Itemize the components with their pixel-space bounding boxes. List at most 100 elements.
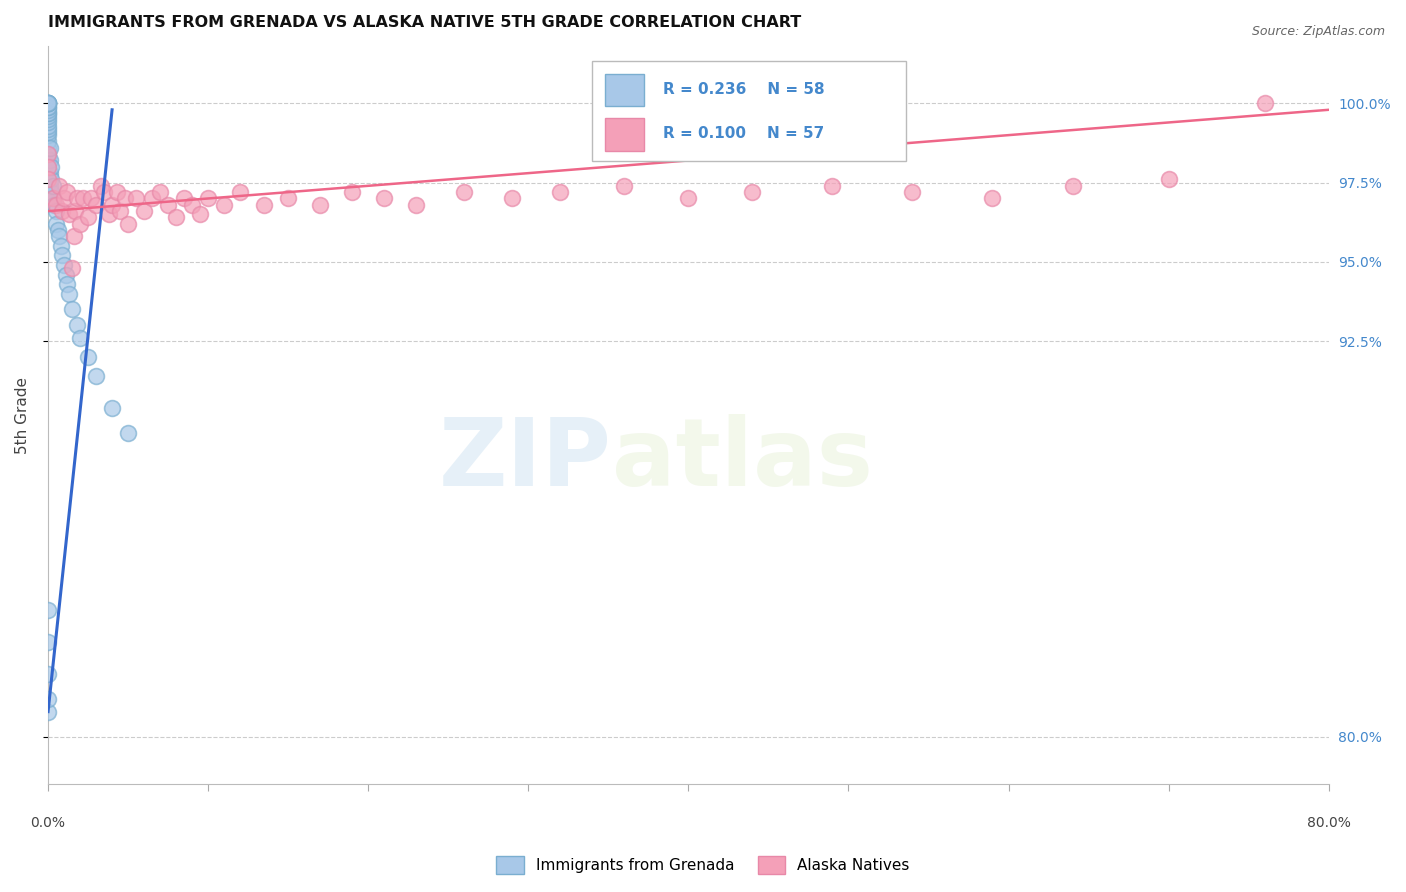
Point [37,172,59,186]
Point [51,204,73,219]
Text: R = 0.100    N = 57: R = 0.100 N = 57 [662,127,824,142]
Point [149,185,172,199]
Point [101,401,124,415]
Text: ZIP: ZIP [439,414,612,506]
Point [181,198,204,212]
Point [56,277,79,291]
Point [37,176,59,190]
Point [37,96,59,111]
Point [69,331,91,345]
Point [38,141,60,155]
Point [37,119,59,133]
Point [165,211,187,225]
Point [53,258,76,272]
Point [37,160,59,174]
Point [37,692,59,706]
Point [60,302,83,317]
Point [37,147,59,161]
Point [114,192,136,206]
Point [37,100,59,114]
Point [37,96,59,111]
Point [51,248,73,262]
Point [62,229,84,244]
Point [90,178,112,193]
Point [197,192,219,206]
Point [37,109,59,123]
FancyBboxPatch shape [592,62,905,161]
Point [48,229,70,244]
Point [49,239,72,253]
Point [37,96,59,111]
Point [37,103,59,117]
Point [84,368,107,383]
Point [37,135,59,149]
Point [277,192,299,206]
Point [229,185,252,199]
Point [37,705,59,719]
Text: Source: ZipAtlas.com: Source: ZipAtlas.com [1251,25,1385,38]
Point [37,106,59,120]
Point [38,153,60,168]
Point [340,185,363,199]
Point [84,198,107,212]
Point [37,125,59,139]
Point [117,425,139,440]
Point [141,192,163,206]
Point [42,192,65,206]
Point [66,318,89,333]
Point [93,185,115,199]
FancyBboxPatch shape [605,119,644,151]
Point [77,211,100,225]
Point [39,160,62,174]
Point [37,153,59,168]
Point [66,192,89,206]
Point [58,286,80,301]
Point [80,192,103,206]
Point [37,160,59,174]
Point [1062,178,1084,193]
Point [45,198,67,212]
Point [46,223,69,237]
Point [981,192,1004,206]
Point [501,192,523,206]
Point [37,115,59,129]
Point [1253,96,1275,111]
Point [45,204,67,219]
FancyBboxPatch shape [605,73,644,106]
Point [132,204,155,219]
Point [37,100,59,114]
Point [157,198,180,212]
Point [97,207,120,221]
Point [53,192,76,206]
Point [38,178,60,193]
Text: 0.0%: 0.0% [31,816,66,830]
Point [38,166,60,180]
Point [37,121,59,136]
Point [37,106,59,120]
Point [117,217,139,231]
Point [741,185,763,199]
Point [65,204,87,219]
Point [58,207,80,221]
Point [453,185,475,199]
Point [38,192,60,206]
Point [550,185,572,199]
Text: 80.0%: 80.0% [1306,816,1351,830]
Point [37,147,59,161]
Point [821,178,844,193]
Point [55,268,77,282]
Text: IMMIGRANTS FROM GRENADA VS ALASKA NATIVE 5TH GRADE CORRELATION CHART: IMMIGRANTS FROM GRENADA VS ALASKA NATIVE… [48,15,801,30]
Point [105,185,128,199]
Point [309,198,332,212]
Point [42,192,65,206]
Y-axis label: 5th Grade: 5th Grade [15,377,30,454]
Point [37,112,59,127]
Point [101,198,124,212]
Point [37,666,59,681]
Point [72,192,94,206]
Point [212,198,235,212]
Text: atlas: atlas [612,414,873,506]
Point [253,198,276,212]
Point [45,217,67,231]
Point [37,96,59,111]
